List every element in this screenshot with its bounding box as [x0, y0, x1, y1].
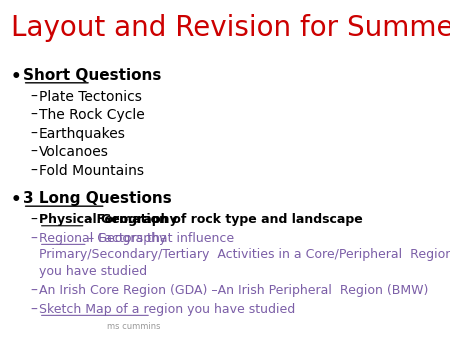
Text: Earthquakes: Earthquakes — [39, 127, 126, 141]
Text: – Factors that influence: – Factors that influence — [88, 232, 234, 244]
Text: •: • — [11, 191, 21, 209]
Text: –: – — [31, 108, 38, 122]
Text: –: – — [31, 127, 38, 141]
Text: •: • — [11, 68, 21, 86]
Text: Sketch Map of a region you have studied: Sketch Map of a region you have studied — [39, 303, 295, 315]
Text: –: – — [31, 164, 38, 178]
Text: Layout and Revision for Summer Test: Layout and Revision for Summer Test — [11, 14, 450, 42]
Text: Fold Mountains: Fold Mountains — [39, 164, 144, 178]
Text: Physical Geography: Physical Geography — [39, 213, 182, 226]
Text: An Irish Core Region (GDA) –An Irish Peripheral  Region (BMW): An Irish Core Region (GDA) –An Irish Per… — [39, 284, 428, 297]
Text: –: – — [31, 303, 38, 316]
Text: Volcanoes: Volcanoes — [39, 145, 108, 159]
Text: Plate Tectonics: Plate Tectonics — [39, 90, 142, 103]
Text: ms cummins: ms cummins — [107, 322, 161, 331]
Text: Short Questions: Short Questions — [23, 68, 161, 82]
Text: The Rock Cycle: The Rock Cycle — [39, 108, 144, 122]
Text: Regional Geography: Regional Geography — [39, 232, 170, 244]
Text: 3 Long Questions: 3 Long Questions — [23, 191, 171, 206]
Text: –: – — [31, 232, 38, 245]
Text: you have studied: you have studied — [39, 265, 147, 278]
Text: Primary/Secondary/Tertiary  Activities in a Core/Peripheral  Region: Primary/Secondary/Tertiary Activities in… — [39, 248, 450, 261]
Text: – Formation of rock type and landscape: – Formation of rock type and landscape — [86, 213, 363, 226]
Text: –: – — [31, 284, 38, 298]
Text: –: – — [31, 213, 38, 227]
Text: –: – — [31, 145, 38, 159]
Text: –: – — [31, 90, 38, 103]
